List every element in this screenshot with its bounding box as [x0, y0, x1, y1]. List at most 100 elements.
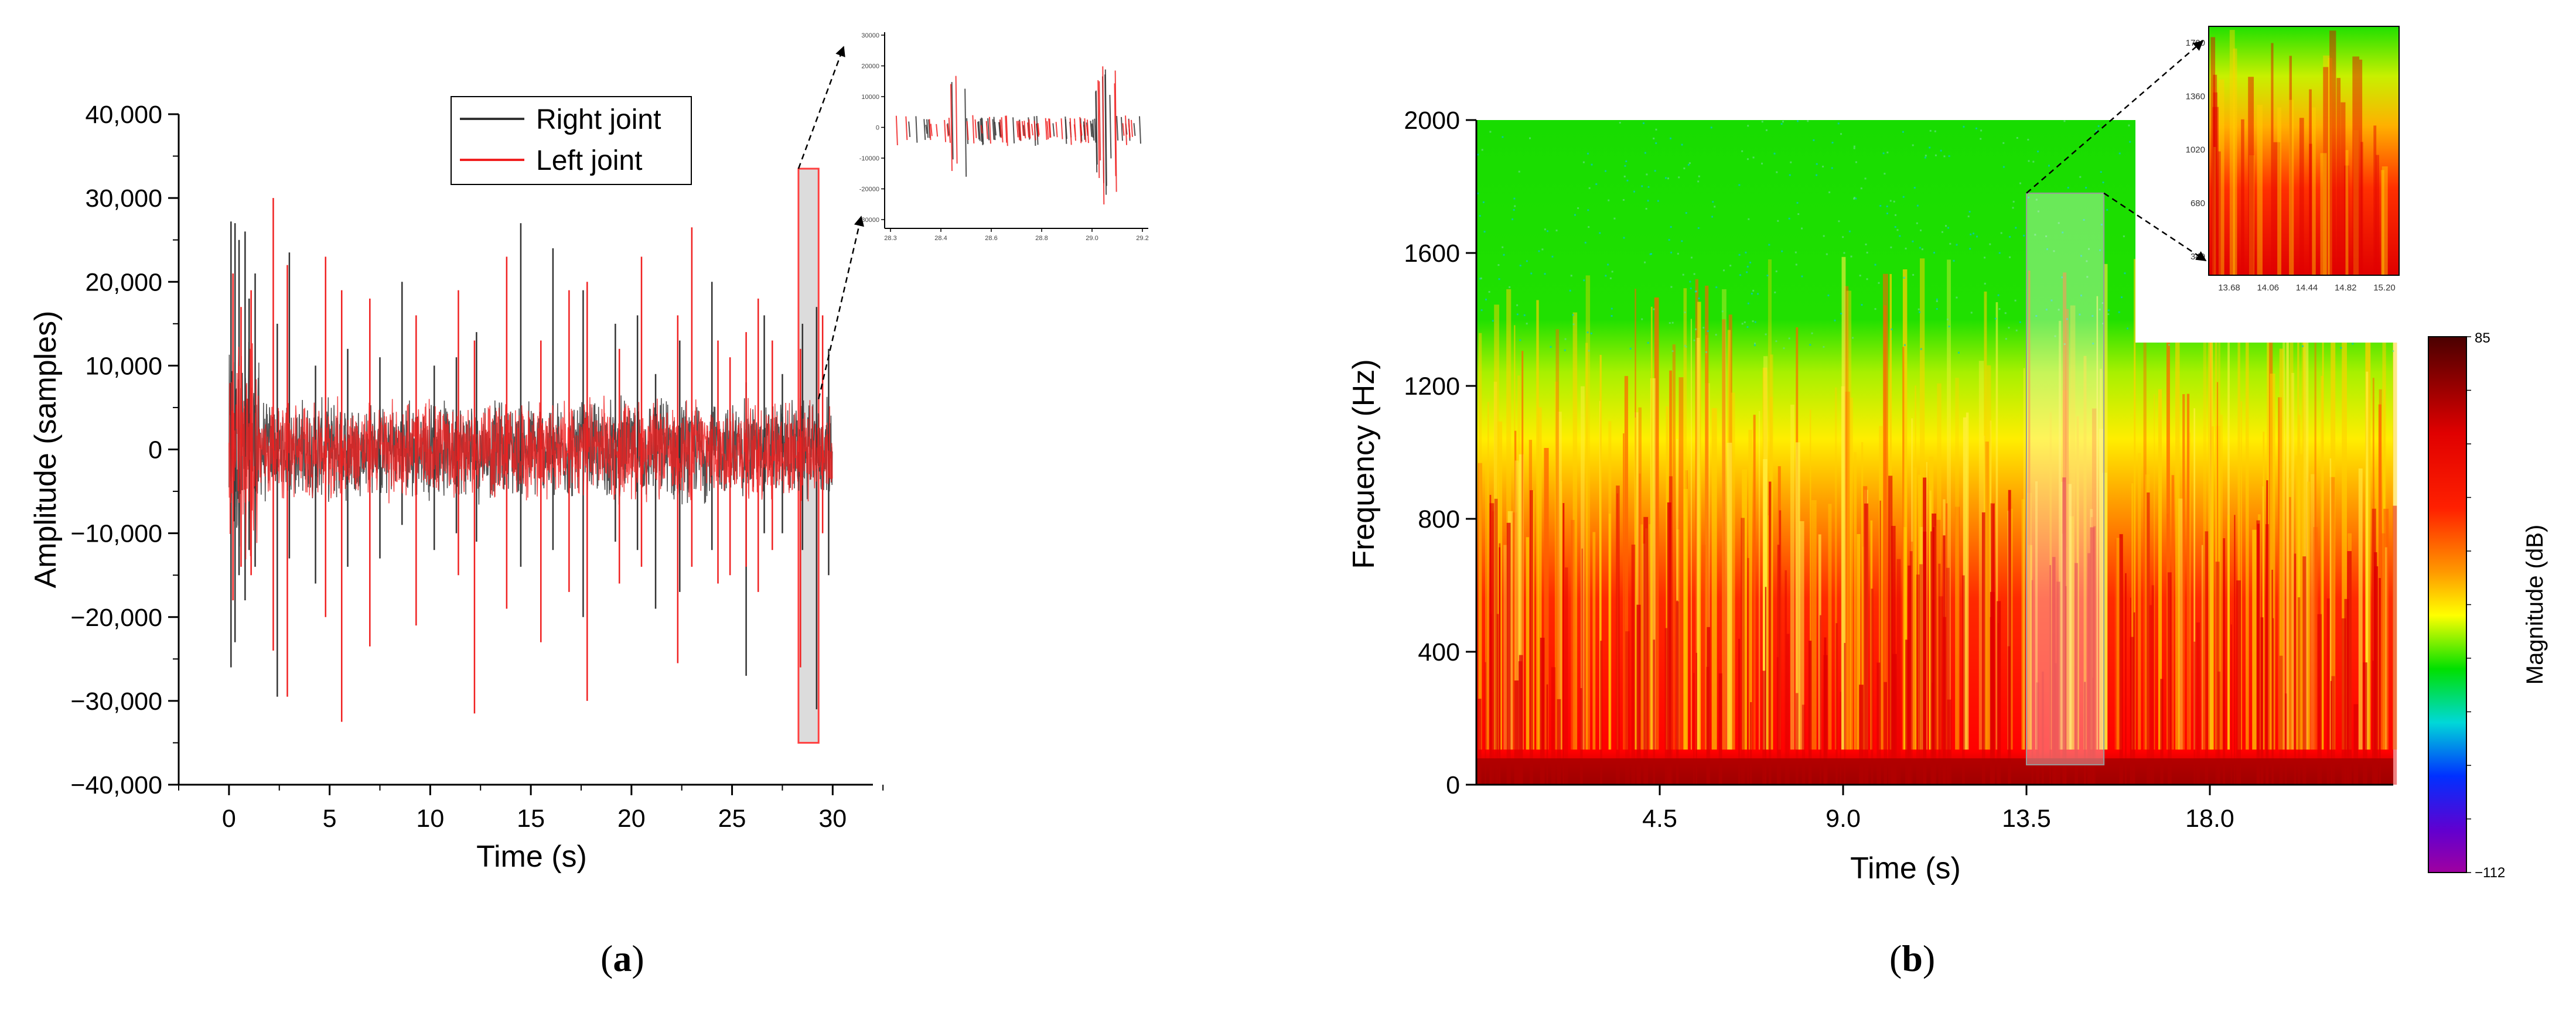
- inset-trace-segment: [985, 121, 988, 139]
- spectrogram-speck: [1998, 252, 2001, 254]
- inset-streak: [2218, 79, 2224, 276]
- spectrogram-speck: [1837, 122, 1840, 125]
- spectrogram-speck: [1605, 275, 1607, 277]
- spectrogram-streak: [1494, 498, 1498, 785]
- spectrogram-speck: [1613, 217, 1616, 220]
- spectrogram-speck: [2097, 125, 2100, 127]
- inset-trace-segment: [946, 124, 949, 137]
- spectrogram-streak: [2084, 682, 2086, 785]
- spectrogram-streak: [2193, 408, 2196, 750]
- spectrogram-speck: [2045, 235, 2048, 238]
- spectrogram-speck: [1866, 251, 1868, 254]
- inset-trace-segment: [1012, 117, 1015, 143]
- spectrogram-streak: [2341, 618, 2346, 785]
- legend-box: [451, 96, 692, 185]
- spectrogram-speck: [1944, 225, 1947, 227]
- inset-streak: [2212, 87, 2216, 275]
- spectrogram-speck: [1746, 326, 1749, 328]
- spectrogram-speck: [1538, 250, 1540, 252]
- spectrogram-streak: [1742, 469, 1748, 750]
- spectrogram-speck: [1588, 187, 1591, 189]
- spectrogram-streak: [2326, 598, 2330, 785]
- spectrogram-streak: [1555, 329, 1560, 750]
- spectrogram-speck: [1677, 252, 1679, 255]
- spectrogram-streak: [1916, 574, 1920, 785]
- spectrogram-speck: [1577, 207, 1579, 209]
- spectrogram-speck: [1826, 253, 1828, 255]
- spectrogram-speck: [1688, 162, 1691, 165]
- y-tick-label: −10,000: [70, 520, 162, 548]
- spectrogram-speck: [1953, 259, 1955, 262]
- inset-streak: [2241, 119, 2244, 275]
- spectrogram-speck: [2005, 338, 2007, 340]
- spectrogram-speck: [1773, 152, 1776, 155]
- spectrogram-speck: [1668, 239, 1670, 241]
- spectrogram-speck: [1544, 273, 1546, 275]
- spectrogram-speck: [1811, 332, 1813, 334]
- inset-trace-segment: [908, 121, 911, 138]
- spectrogram-streak: [2065, 309, 2069, 750]
- spectrogram-speck: [2048, 165, 2050, 167]
- caption-a-label: a: [613, 938, 632, 979]
- spectrogram-streak: [1823, 655, 1828, 785]
- spectrogram-streak: [2028, 271, 2031, 750]
- inset-streak: [2248, 77, 2254, 276]
- inset-streak: [2336, 78, 2341, 275]
- y-tick-label: 400: [1418, 638, 1460, 666]
- inset-trace-segment: [1133, 123, 1136, 136]
- spectrogram-streak: [1585, 343, 1588, 750]
- spectrogram-streak: [1808, 641, 1812, 785]
- spectrogram-speck: [1623, 175, 1626, 177]
- spectrogram-speck: [1564, 338, 1567, 340]
- inset-trace-segment: [1028, 119, 1031, 139]
- spectrogram-streak: [2215, 295, 2217, 750]
- spectrogram-speck: [1670, 226, 1672, 228]
- spectrogram-streak: [2218, 313, 2220, 750]
- inset-trace-segment: [966, 121, 969, 141]
- spectrogram-streak: [1653, 639, 1656, 785]
- spectrogram-speck: [2019, 182, 2022, 184]
- spectrogram-speck: [1752, 156, 1755, 159]
- spectrogram-streak: [2279, 348, 2284, 750]
- spectrogram-streak: [2099, 429, 2104, 750]
- spectrogram-streak: [1638, 407, 1642, 750]
- spectrogram-speck: [1574, 214, 1576, 216]
- spectrogram-streak: [1947, 259, 1951, 750]
- y-tick-label: 0: [148, 436, 162, 464]
- spectrogram-streak: [1571, 519, 1575, 750]
- spectrogram-speck: [1544, 228, 1546, 231]
- spectrogram-speck: [1653, 138, 1655, 140]
- spectrogram-speck: [1980, 138, 1982, 140]
- spectrogram-streak: [1664, 628, 1668, 785]
- spectrogram-streak: [1690, 319, 1693, 750]
- spectrogram-speck: [1509, 286, 1511, 288]
- spectrogram-streak: [1519, 655, 1523, 785]
- inset-trace-segment: [948, 118, 951, 143]
- spectrogram-speck: [2028, 160, 2030, 162]
- spectrogram-streak: [2237, 320, 2240, 750]
- spectrogram-speck: [1751, 292, 1753, 295]
- spectrogram-streak: [2286, 265, 2289, 750]
- spectrogram-streak: [2331, 289, 2336, 750]
- y-tick-label: 40,000: [85, 101, 162, 129]
- inset-y-tick-label: 10000: [861, 94, 879, 101]
- spectrogram-streak: [1765, 587, 1767, 785]
- spectrogram-speck: [1670, 251, 1673, 254]
- spectrogram-streak: [2317, 614, 2322, 785]
- spectrogram-streak: [2054, 663, 2057, 785]
- spectrogram-speck: [1681, 143, 1683, 146]
- spectrogram-speck: [1864, 177, 1867, 180]
- spectrogram-streak: [1683, 288, 1687, 750]
- spectrogram-streak: [1902, 347, 1905, 750]
- inset-trace-segment: [944, 119, 947, 142]
- spectrogram-streak: [2056, 581, 2060, 785]
- spectrogram-speck: [2009, 256, 2011, 258]
- spectrogram-speck: [1775, 340, 1777, 343]
- spectrogram-streak: [1678, 377, 1684, 750]
- spectrogram-speck: [1783, 347, 1785, 350]
- y-tick-label: 0: [1446, 771, 1460, 799]
- spectrogram-streak: [1579, 688, 1582, 785]
- spectrogram-streak: [2196, 622, 2200, 785]
- inset-trace-segment: [1122, 123, 1125, 136]
- inset-trace-segment: [1036, 115, 1039, 145]
